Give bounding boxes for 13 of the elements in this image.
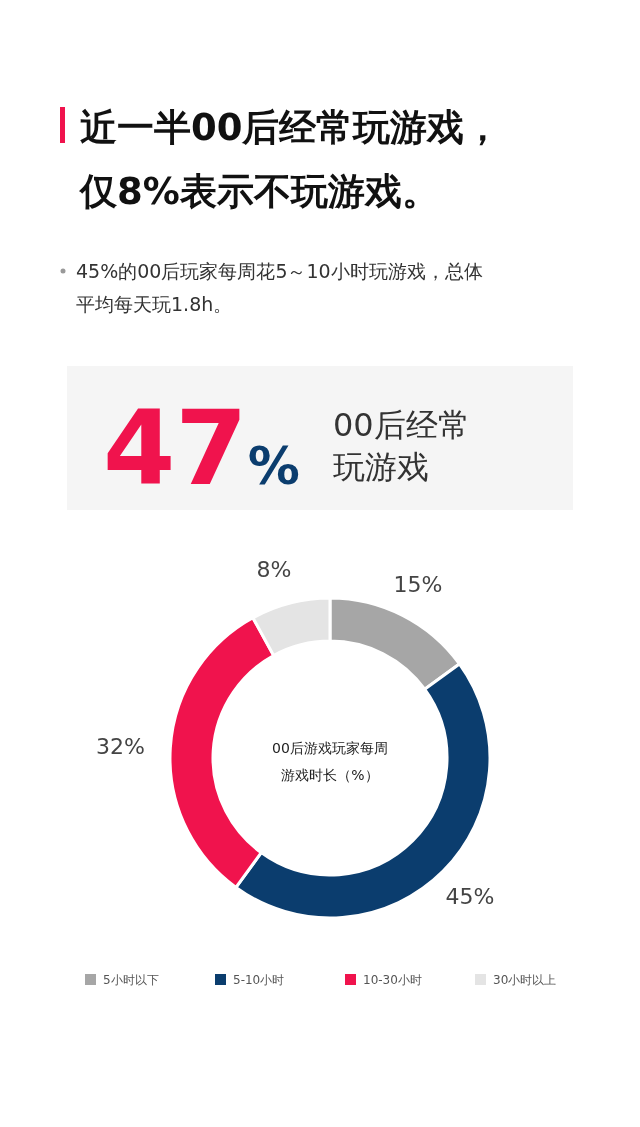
text: 00后经常玩游戏 (333, 406, 470, 486)
data-label: 45% (445, 883, 495, 909)
chart-subtitle: 45%的00后玩家每周花5～10小时玩游戏，总体平均每天玩1.8h。 (76, 260, 483, 315)
text: 00后游戏玩家每周游戏时长（%） (272, 740, 388, 783)
data-label: 15% (393, 572, 443, 598)
legend-label: 5-10小时 (233, 973, 285, 987)
legend-label: 30小时以上 (493, 973, 557, 987)
chart-title: 近一半00后经常玩游戏，仅8%表示不玩游戏。 (78, 106, 502, 213)
legend-label: 5小时以下 (103, 973, 159, 987)
data-label: 8% (256, 557, 292, 583)
text: 47% (103, 387, 300, 509)
data-label: 32% (95, 733, 145, 759)
legend-label: 10-30小时 (363, 973, 422, 987)
